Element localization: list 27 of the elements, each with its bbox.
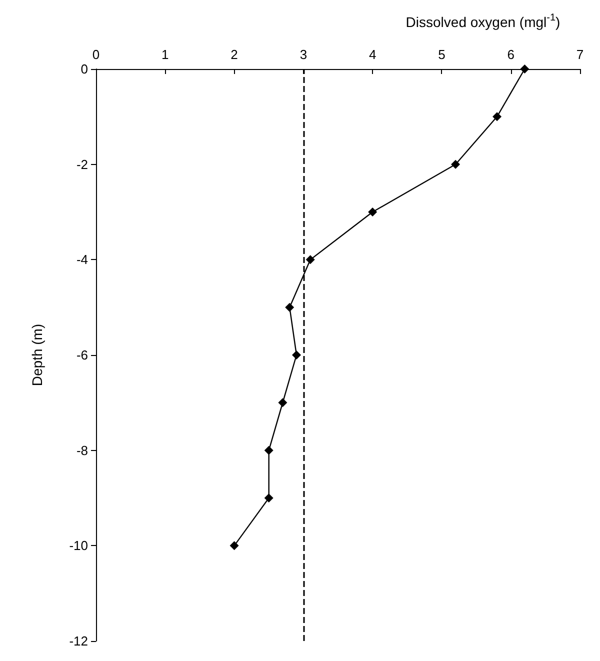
point	[278, 398, 288, 408]
y-tick-label: -4	[76, 252, 88, 268]
y-tick-label: -2	[76, 156, 88, 172]
point	[306, 255, 315, 264]
point	[520, 64, 530, 74]
point	[230, 541, 239, 550]
y-tick-label: -12	[69, 634, 88, 648]
y-tick-label: -8	[76, 442, 88, 458]
point	[492, 112, 502, 122]
point	[368, 208, 378, 216]
point	[292, 350, 302, 360]
y-tick-label: -6	[76, 348, 88, 362]
x-tick-label: 2	[230, 47, 238, 62]
x-tick-label: 6	[507, 47, 514, 62]
point	[264, 494, 274, 502]
x-tick-label: 1	[162, 47, 169, 62]
y-axis-title: Depth (m)	[29, 324, 45, 386]
x-tick-label: 3	[300, 47, 308, 62]
point	[451, 160, 460, 169]
x-tick-label: 0	[92, 47, 100, 62]
x-tick-label: 5	[438, 47, 446, 62]
y-tick-label: 0	[80, 62, 88, 76]
point	[264, 446, 274, 455]
y-tick-label: -10	[69, 538, 88, 554]
point	[285, 302, 294, 312]
x-tick-label: 4	[368, 47, 376, 62]
x-tick-label: 7	[576, 47, 584, 62]
